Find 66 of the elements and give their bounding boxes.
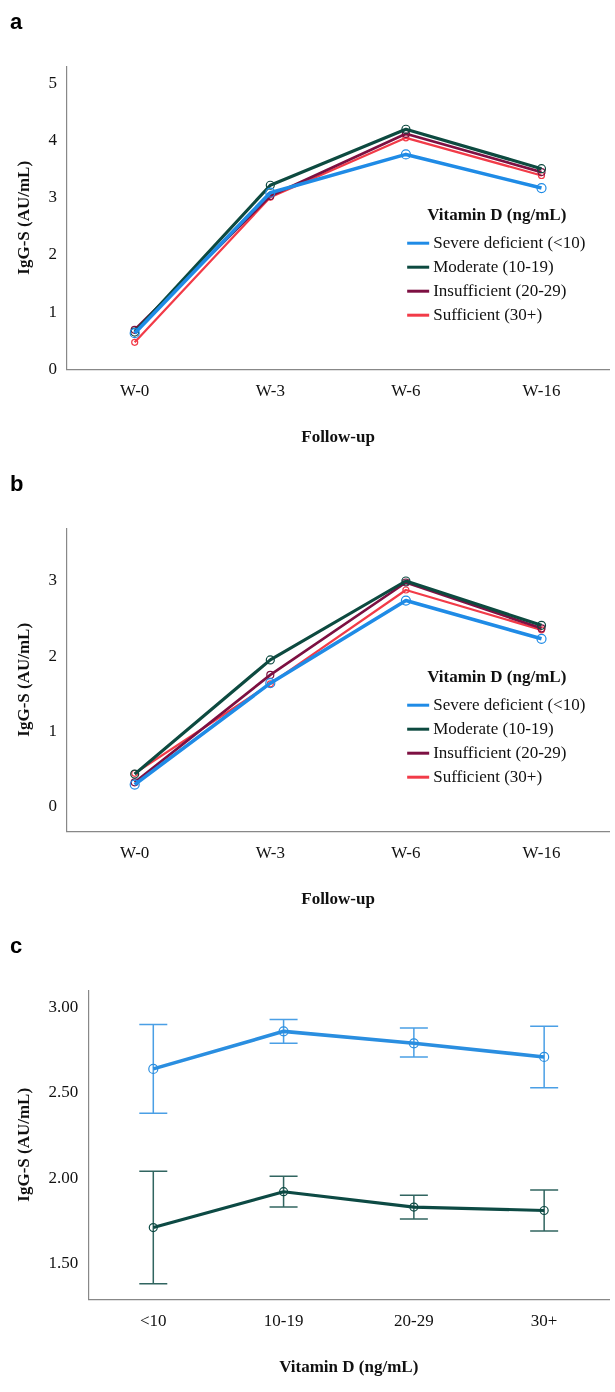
x-axis-title: Follow-up bbox=[301, 427, 375, 447]
x-tick-label: 20-29 bbox=[394, 1310, 434, 1330]
point bbox=[402, 586, 410, 594]
point bbox=[148, 1222, 158, 1233]
point bbox=[400, 149, 411, 160]
legend-label: Sufficient (30+) bbox=[433, 766, 543, 786]
y-tick-label: 0 bbox=[48, 358, 57, 378]
point bbox=[266, 670, 275, 680]
legend-label: Moderate (10-19) bbox=[433, 256, 554, 276]
x-tick-label: 10-19 bbox=[263, 1310, 304, 1330]
point bbox=[265, 187, 276, 198]
x-tick-label: W-16 bbox=[522, 842, 561, 862]
point bbox=[408, 1038, 419, 1049]
y-axis-title: IgG-S (AU/mL) bbox=[13, 160, 33, 275]
x-tick-label: W-16 bbox=[522, 380, 561, 400]
point bbox=[148, 1063, 159, 1074]
y-tick-label: 2.00 bbox=[48, 1167, 79, 1187]
legend-title: Vitamin D (ng/mL) bbox=[427, 204, 567, 224]
x-tick-label: W-3 bbox=[255, 842, 285, 862]
y-tick-label: 2.50 bbox=[48, 1082, 79, 1102]
y-tick-label: 5 bbox=[48, 73, 57, 93]
y-tick-label: 4 bbox=[48, 130, 58, 150]
point bbox=[265, 180, 275, 190]
legend-label: Severe deficient (<10) bbox=[433, 694, 586, 714]
y-tick-label: 2 bbox=[48, 244, 57, 264]
x-tick-label: W-0 bbox=[120, 842, 150, 862]
y-tick-label: 3.00 bbox=[48, 996, 79, 1016]
x-axis-title: Vitamin D (ng/mL) bbox=[279, 1357, 419, 1377]
y-tick-label: 1 bbox=[48, 720, 57, 740]
y-axis-title: IgG-S (AU/mL) bbox=[13, 1087, 33, 1202]
point bbox=[536, 182, 547, 194]
legend-title: Vitamin D (ng/mL) bbox=[427, 666, 567, 686]
point bbox=[278, 1187, 289, 1197]
legend-label: Insufficient (20-29) bbox=[433, 280, 567, 300]
legend-label: Sufficient (30+) bbox=[433, 304, 543, 324]
y-axis-title: IgG-S (AU/mL) bbox=[13, 622, 33, 737]
y-tick-label: 3 bbox=[48, 187, 57, 207]
y-tick-label: 1.50 bbox=[48, 1252, 79, 1272]
legend-label: Insufficient (20-29) bbox=[433, 742, 567, 762]
x-tick-label: W-6 bbox=[391, 380, 421, 400]
x-tick-label: W-3 bbox=[255, 380, 285, 400]
point bbox=[131, 338, 139, 346]
point bbox=[265, 655, 275, 665]
point bbox=[278, 1026, 289, 1037]
chart-title: b bbox=[10, 471, 24, 497]
x-tick-label: W-0 bbox=[120, 380, 150, 400]
x-axis-title: Follow-up bbox=[301, 889, 375, 909]
legend-label: Moderate (10-19) bbox=[433, 718, 554, 738]
point bbox=[539, 1051, 550, 1063]
point bbox=[536, 620, 547, 630]
y-tick-label: 1 bbox=[48, 301, 57, 321]
y-tick-label: 3 bbox=[48, 570, 57, 590]
legend-label: Severe deficient (<10) bbox=[433, 232, 586, 252]
point bbox=[401, 124, 411, 134]
point bbox=[539, 1205, 549, 1216]
chart-title: c bbox=[10, 933, 23, 959]
x-tick-label: <10 bbox=[140, 1310, 167, 1330]
x-tick-label: W-6 bbox=[391, 842, 421, 862]
point bbox=[536, 633, 547, 644]
point bbox=[402, 134, 410, 142]
y-tick-label: 0 bbox=[48, 795, 57, 815]
chart-title: a bbox=[10, 9, 23, 35]
point bbox=[400, 595, 411, 606]
y-tick-label: 2 bbox=[48, 645, 57, 665]
x-tick-label: 30+ bbox=[530, 1310, 558, 1330]
point bbox=[409, 1202, 419, 1212]
